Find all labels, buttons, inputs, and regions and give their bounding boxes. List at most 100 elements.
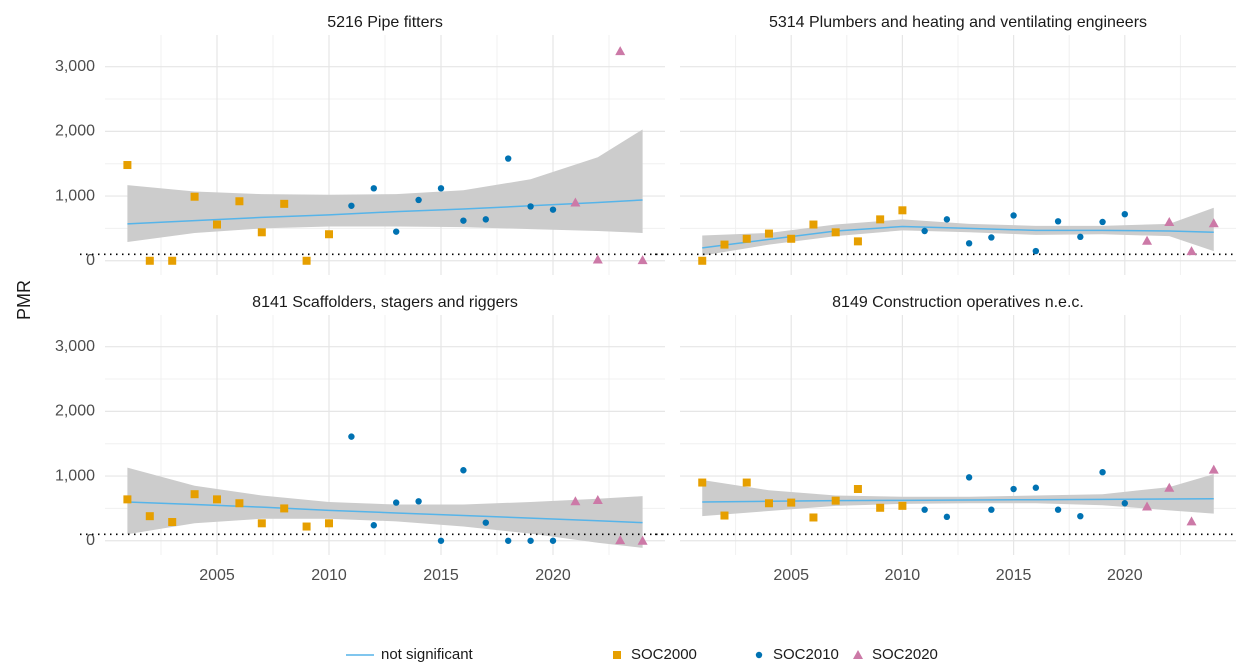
y-tick-label: 3,000 bbox=[55, 338, 95, 355]
point bbox=[280, 199, 289, 208]
point bbox=[527, 203, 534, 210]
point bbox=[921, 506, 928, 513]
point bbox=[213, 220, 221, 229]
point bbox=[1077, 512, 1084, 520]
point bbox=[1142, 501, 1153, 511]
y-tick-label: 1,000 bbox=[55, 187, 95, 204]
point bbox=[1054, 218, 1062, 225]
point bbox=[570, 496, 581, 506]
point bbox=[415, 196, 422, 204]
point bbox=[460, 217, 467, 224]
point bbox=[742, 478, 751, 487]
x-tick-label: 2015 bbox=[996, 567, 1032, 584]
point bbox=[809, 220, 818, 229]
point bbox=[1208, 464, 1219, 474]
point bbox=[742, 234, 751, 243]
x-tick-label: 2020 bbox=[535, 567, 571, 584]
point bbox=[549, 537, 557, 544]
point bbox=[482, 519, 489, 526]
point bbox=[437, 537, 445, 544]
confidence-band bbox=[702, 207, 1214, 256]
x-tick-label: 2005 bbox=[773, 567, 809, 584]
point bbox=[1164, 482, 1175, 492]
legend-label: not significant bbox=[381, 646, 474, 663]
point bbox=[698, 478, 707, 487]
point bbox=[393, 499, 400, 506]
x-tick-label: 2020 bbox=[1107, 567, 1143, 584]
point bbox=[720, 511, 729, 520]
point bbox=[876, 215, 885, 224]
point bbox=[876, 503, 885, 512]
y-tick-label: 2,000 bbox=[55, 403, 95, 420]
point bbox=[302, 256, 311, 265]
legend-label: SOC2010 bbox=[773, 646, 839, 663]
point bbox=[1121, 500, 1129, 507]
point bbox=[988, 234, 995, 241]
point bbox=[943, 216, 951, 223]
point bbox=[637, 535, 648, 545]
point bbox=[123, 161, 132, 170]
point bbox=[1142, 235, 1153, 245]
y-tick-label: 1,000 bbox=[55, 467, 95, 484]
panel-title: 8141 Scaffolders, stagers and riggers bbox=[252, 294, 518, 311]
point bbox=[898, 501, 907, 510]
point bbox=[787, 498, 796, 507]
point bbox=[415, 498, 422, 505]
confidence-band bbox=[127, 467, 643, 548]
point bbox=[1186, 246, 1197, 256]
point bbox=[853, 237, 862, 246]
y-tick-label: 3,000 bbox=[55, 58, 95, 75]
point bbox=[235, 499, 244, 508]
panel-title: 5216 Pipe fitters bbox=[327, 14, 443, 31]
point bbox=[988, 506, 995, 513]
point bbox=[831, 228, 840, 237]
point bbox=[898, 206, 907, 215]
point bbox=[348, 202, 355, 209]
x-tick-label: 2015 bbox=[423, 567, 459, 584]
point bbox=[370, 185, 377, 192]
point bbox=[1164, 216, 1175, 226]
legend-swatch bbox=[853, 650, 863, 659]
point bbox=[1099, 468, 1106, 476]
fit-line bbox=[127, 501, 643, 524]
point bbox=[592, 254, 603, 264]
point bbox=[698, 256, 707, 265]
point bbox=[549, 206, 557, 213]
point bbox=[615, 46, 626, 56]
x-tick-label: 2005 bbox=[199, 567, 235, 584]
point bbox=[437, 185, 445, 192]
point bbox=[505, 155, 512, 162]
point bbox=[943, 513, 951, 521]
point bbox=[213, 495, 221, 504]
x-tick-label: 2010 bbox=[311, 567, 347, 584]
point bbox=[505, 537, 512, 544]
legend-swatch bbox=[613, 651, 621, 659]
point bbox=[637, 255, 648, 265]
point bbox=[1077, 233, 1084, 241]
point bbox=[921, 227, 928, 235]
point bbox=[280, 504, 289, 513]
point bbox=[325, 230, 333, 239]
point bbox=[1010, 485, 1017, 493]
x-tick-label: 2010 bbox=[885, 567, 921, 584]
legend-label: SOC2000 bbox=[631, 646, 697, 663]
point bbox=[393, 228, 400, 235]
point bbox=[592, 495, 603, 505]
point bbox=[787, 234, 796, 243]
legend-swatch bbox=[755, 651, 763, 659]
point bbox=[1010, 212, 1017, 219]
confidence-band bbox=[702, 474, 1214, 517]
point bbox=[325, 519, 333, 528]
y-tick-label: 0 bbox=[86, 252, 95, 269]
point bbox=[831, 496, 840, 505]
point bbox=[460, 467, 467, 474]
point bbox=[1208, 218, 1219, 228]
point bbox=[809, 513, 818, 522]
point bbox=[190, 490, 199, 499]
point bbox=[168, 256, 177, 265]
point bbox=[235, 197, 244, 206]
point bbox=[1032, 247, 1040, 255]
point bbox=[1054, 506, 1062, 513]
y-axis-title: PMR bbox=[14, 280, 34, 320]
